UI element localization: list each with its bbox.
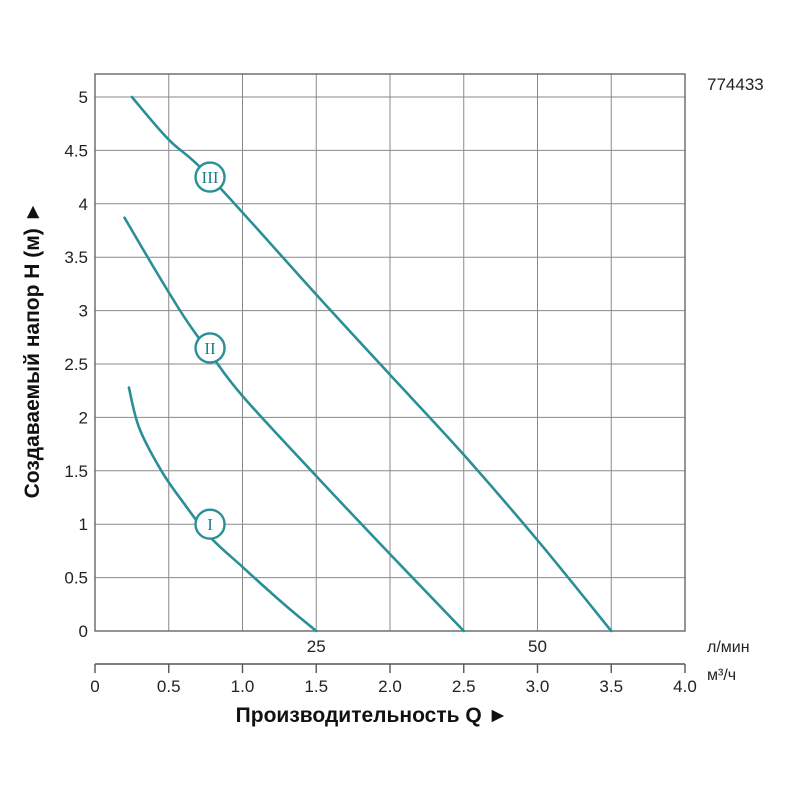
curve-label-I: I [207,515,213,534]
x-tick-label: 1.0 [231,677,255,696]
x-axis [94,663,686,673]
y-tick-label: 5 [79,88,88,107]
x-tick-label: 0.5 [157,677,181,696]
curve-label-III: III [202,168,219,187]
curve-I [127,386,318,633]
y-tick-label: 0.5 [64,569,88,588]
grid-lines [95,74,685,631]
x-secondary-tick-label: 50 [528,637,547,656]
plot-frame [94,73,686,632]
x-unit-primary: м³/ч [707,667,736,684]
product-code: 774433 [707,75,764,94]
x-tick-label: 0 [90,677,99,696]
y-tick-label: 4 [79,195,88,214]
y-tick-label: 0 [79,622,88,641]
x-tick-label: 2.0 [378,677,402,696]
curve-label-circle [194,508,226,540]
y-tick-label: 1 [79,515,88,534]
y-tick-label: 1.5 [64,462,88,481]
x-secondary-tick-label: 25 [307,637,326,656]
x-tick-label: 2.5 [452,677,476,696]
x-axis-ticks: 0 0.5 1.0 1.5 2.0 2.5 3.0 3.5 4.0 [90,677,697,696]
x-axis-secondary-ticks: 25 50 [307,637,547,656]
x-axis-title: Производительность Q ► [236,704,509,727]
curve-label-circle [194,332,226,364]
y-tick-label: 3.5 [64,248,88,267]
x-tick-label: 3.0 [526,677,550,696]
curve-II [123,216,466,633]
y-axis-title: Создаваемый напор Н (м) ► [21,202,44,499]
curve-label-II: II [204,339,216,358]
y-tick-label: 2 [79,408,88,427]
x-tick-label: 4.0 [673,677,697,696]
y-tick-label: 3 [79,302,88,321]
x-tick-label: 1.5 [304,677,328,696]
curve-label-circle [194,161,226,193]
y-axis-ticks: 0 0.5 1 1.5 2 2.5 3 3.5 4 4.5 5 [64,88,88,641]
x-unit-secondary: л/мин [707,639,750,656]
y-tick-label: 2.5 [64,355,88,374]
y-tick-label: 4.5 [64,141,88,160]
curve-III [130,95,613,633]
x-tick-label: 3.5 [599,677,623,696]
